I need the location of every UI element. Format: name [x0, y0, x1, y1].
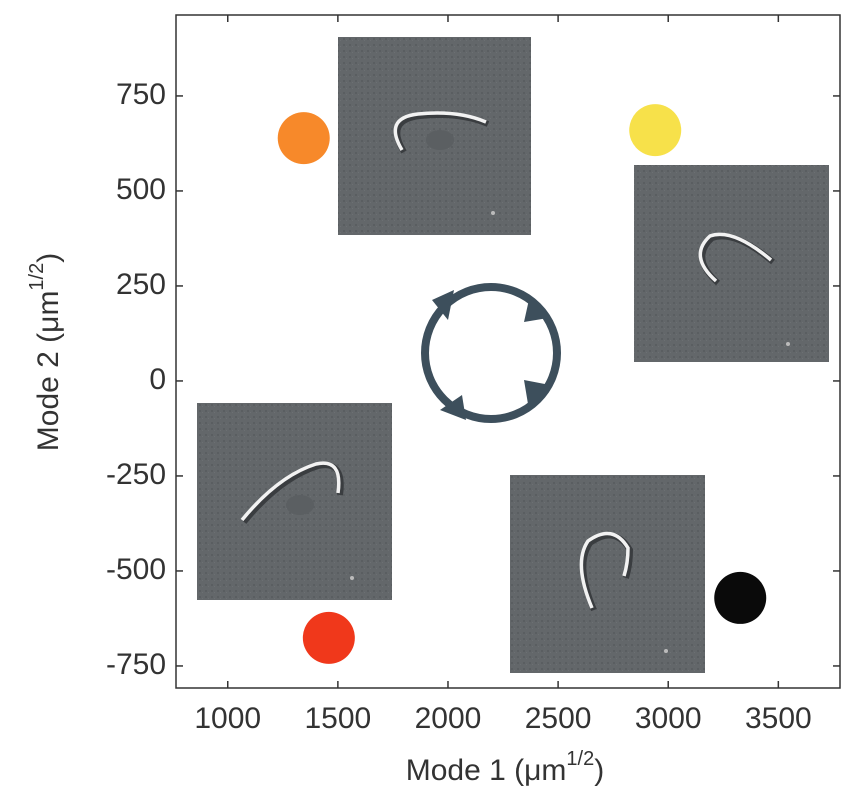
image-top: [338, 37, 531, 235]
y-tick-label: -750: [106, 648, 166, 681]
x-tick-label: 3000: [635, 702, 702, 735]
y-tick-label: 0: [149, 363, 166, 396]
x-label-end: ): [594, 754, 604, 787]
point: [303, 612, 355, 664]
y-tick-label: 250: [116, 268, 166, 301]
x-tick-label: 2000: [415, 702, 482, 735]
chart: Mode 1 (μm1/2) Mode 2 (μm1/2) 7505002500…: [0, 0, 855, 796]
cycle-arrow: [425, 287, 557, 420]
y-label-end: ): [32, 253, 65, 263]
y-label-sup: 1/2: [26, 263, 48, 291]
point: [278, 112, 330, 164]
y-tick-label: 500: [116, 173, 166, 206]
x-tick-label: 3500: [745, 702, 812, 735]
image-right: [634, 165, 829, 362]
image-bottom: [510, 475, 705, 673]
x-tick-label: 1000: [194, 702, 261, 735]
point: [714, 572, 766, 624]
x-axis-label: Mode 1 (μm1/2): [406, 748, 604, 787]
x-label-sup: 1/2: [566, 748, 594, 770]
image-left: [197, 403, 392, 600]
x-tick-label: 1500: [304, 702, 371, 735]
x-label-main: Mode 1 (μm: [406, 754, 567, 787]
y-axis-label: Mode 2 (μm1/2): [26, 253, 65, 451]
x-tick-label: 2500: [525, 702, 592, 735]
y-tick-label: -500: [106, 553, 166, 586]
point: [629, 104, 681, 156]
y-tick-label: -250: [106, 458, 166, 491]
y-tick-label: 750: [116, 78, 166, 111]
y-label-main: Mode 2 (μm: [32, 291, 65, 452]
